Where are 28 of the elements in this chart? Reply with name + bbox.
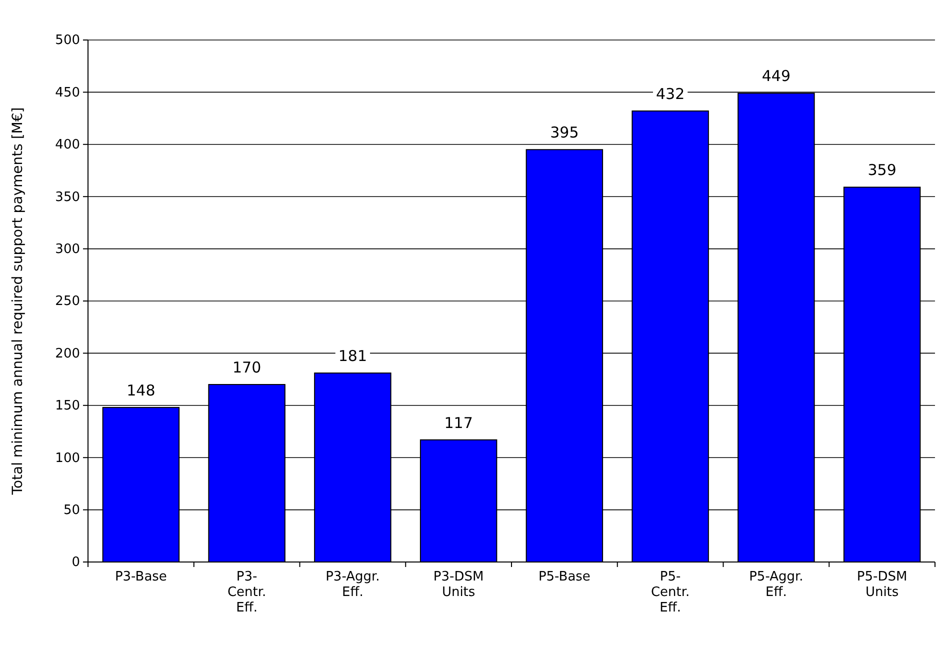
y-tick-label: 300 xyxy=(55,242,80,257)
data-label: 181 xyxy=(338,347,368,366)
y-tick-label: 250 xyxy=(55,294,80,310)
data-label: 432 xyxy=(656,84,685,103)
y-tick-label: 200 xyxy=(55,346,80,362)
y-tick-label: 50 xyxy=(63,502,80,518)
x-tick-label: P5-Base xyxy=(538,569,590,584)
y-tick-label: 400 xyxy=(55,138,80,153)
data-label: 148 xyxy=(126,381,156,400)
data-label: 449 xyxy=(762,67,791,86)
x-tick-label: P5-Centr. Eff. xyxy=(650,569,690,616)
data-label: 395 xyxy=(550,124,579,142)
y-tick-label: 150 xyxy=(55,398,80,414)
data-label: 117 xyxy=(444,414,473,432)
y-tick-label: 0 xyxy=(72,555,80,570)
data-label: 170 xyxy=(232,358,262,377)
data-label: 359 xyxy=(868,161,896,180)
x-tick-label: P3-Centr. Eff. xyxy=(227,569,266,616)
y-tick-label: 450 xyxy=(55,85,80,100)
x-tick-label: P5-DSM Units xyxy=(856,569,908,600)
y-tick-label: 100 xyxy=(55,450,80,466)
y-axis-title: Total minimum annual required support payments [M€] xyxy=(10,107,26,496)
x-tick-label: P3-DSM Units xyxy=(433,569,484,600)
y-tick-label: 500 xyxy=(55,33,80,48)
y-tick-label: 350 xyxy=(55,190,80,205)
x-tick-label: P5-Aggr. Eff. xyxy=(749,569,804,600)
x-tick-label: P3-Aggr. Eff. xyxy=(326,569,380,600)
x-tick-label: P3-Base xyxy=(114,569,167,584)
